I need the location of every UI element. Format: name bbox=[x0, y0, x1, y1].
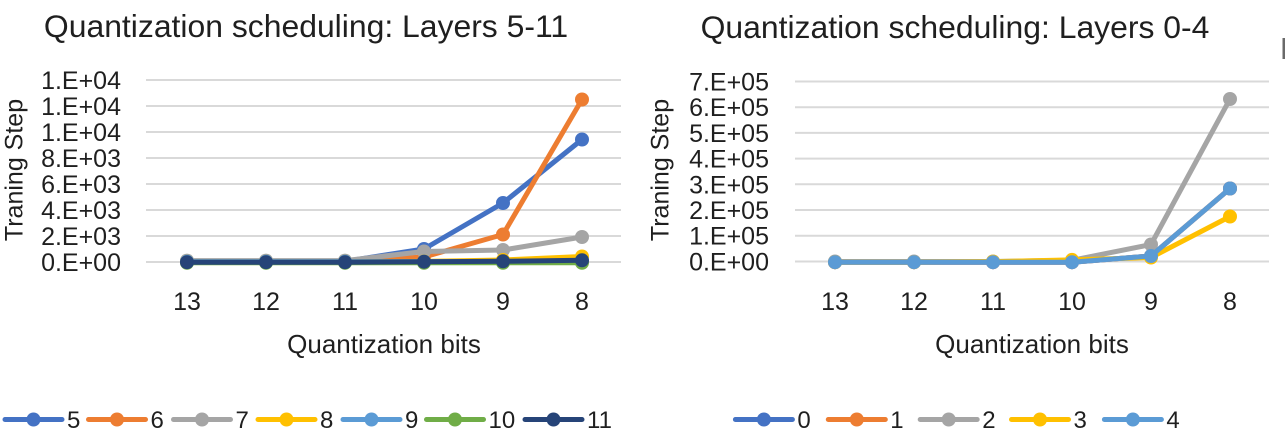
svg-text:13: 13 bbox=[173, 288, 201, 316]
svg-text:3.E+05: 3.E+05 bbox=[689, 171, 769, 199]
svg-text:Quantization scheduling: Layer: Quantization scheduling: Layers 0-4 bbox=[701, 9, 1210, 45]
svg-text:8: 8 bbox=[320, 407, 333, 434]
svg-text:1.E+04: 1.E+04 bbox=[41, 93, 121, 121]
svg-text:10: 10 bbox=[489, 407, 516, 434]
svg-text:Quantization bits: Quantization bits bbox=[287, 329, 481, 359]
svg-text:10: 10 bbox=[410, 288, 438, 316]
svg-text:1.E+05: 1.E+05 bbox=[689, 223, 769, 251]
svg-text:6.E+05: 6.E+05 bbox=[689, 94, 769, 122]
svg-text:8: 8 bbox=[575, 288, 589, 316]
svg-text:12: 12 bbox=[900, 288, 928, 316]
svg-text:7: 7 bbox=[236, 407, 249, 434]
svg-text:9: 9 bbox=[1144, 288, 1158, 316]
svg-text:11: 11 bbox=[980, 288, 1006, 316]
svg-text:11: 11 bbox=[332, 288, 358, 316]
svg-text:9: 9 bbox=[496, 288, 510, 316]
svg-text:4: 4 bbox=[1166, 407, 1179, 434]
svg-text:4.E+05: 4.E+05 bbox=[689, 146, 769, 174]
svg-text:6.E+03: 6.E+03 bbox=[41, 171, 121, 199]
svg-text:Traning Step: Traning Step bbox=[647, 99, 675, 241]
svg-text:3: 3 bbox=[1074, 407, 1087, 434]
svg-text:5.E+05: 5.E+05 bbox=[689, 120, 769, 148]
svg-text:2: 2 bbox=[982, 407, 995, 434]
svg-text:10: 10 bbox=[1058, 288, 1086, 316]
svg-text:0.E+00: 0.E+00 bbox=[41, 249, 121, 277]
svg-text:2.E+05: 2.E+05 bbox=[689, 197, 769, 225]
svg-text:5: 5 bbox=[67, 407, 80, 434]
svg-text:9: 9 bbox=[405, 407, 418, 434]
svg-text:13: 13 bbox=[821, 288, 849, 316]
svg-text:7.E+05: 7.E+05 bbox=[689, 69, 769, 97]
svg-text:1: 1 bbox=[890, 407, 903, 434]
svg-text:1.E+04: 1.E+04 bbox=[41, 67, 121, 95]
svg-text:Quantization bits: Quantization bits bbox=[935, 329, 1129, 359]
svg-text:8.E+03: 8.E+03 bbox=[41, 145, 121, 173]
svg-text:11: 11 bbox=[587, 407, 612, 434]
svg-text:1.E+04: 1.E+04 bbox=[41, 119, 121, 147]
svg-text:0: 0 bbox=[797, 407, 810, 434]
svg-text:Quantization scheduling: Layer: Quantization scheduling: Layers 5-11 bbox=[44, 8, 568, 44]
svg-text:Traning Step: Traning Step bbox=[1, 99, 29, 241]
svg-text:8: 8 bbox=[1223, 288, 1237, 316]
svg-text:12: 12 bbox=[252, 288, 280, 316]
svg-text:0.E+00: 0.E+00 bbox=[689, 249, 769, 277]
svg-text:4.E+03: 4.E+03 bbox=[41, 197, 121, 225]
svg-text:6: 6 bbox=[151, 407, 164, 434]
svg-text:2.E+03: 2.E+03 bbox=[41, 223, 121, 251]
